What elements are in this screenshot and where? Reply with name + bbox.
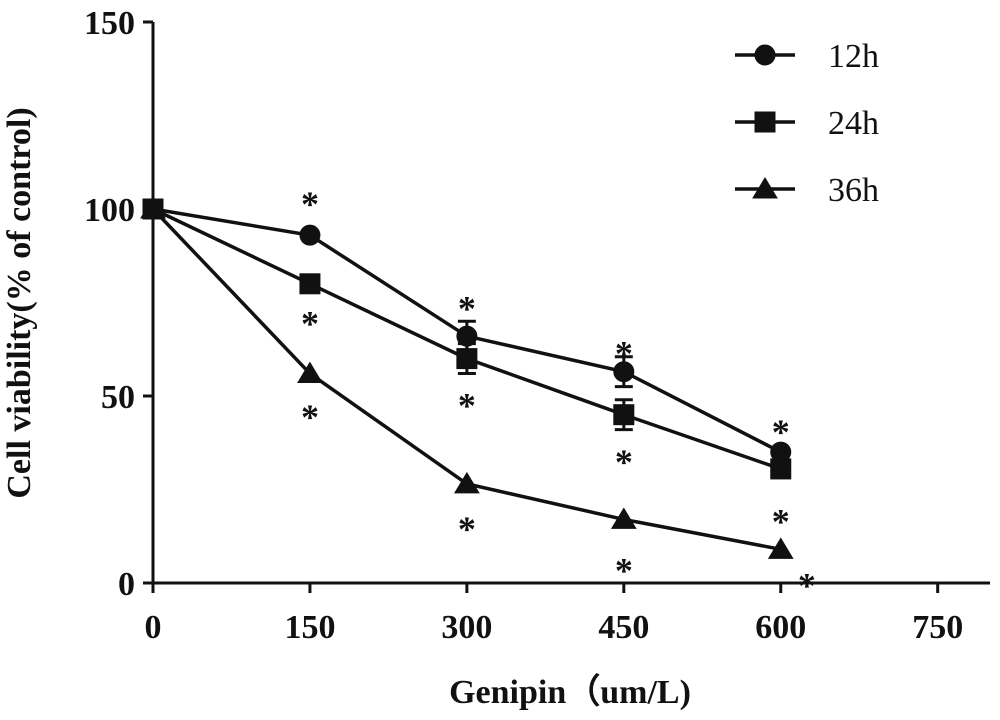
legend-label: 36h: [828, 172, 879, 209]
data-point-24h: [456, 348, 478, 370]
series-line-36h: [151, 207, 782, 552]
legend-entry-12h: 12h: [735, 38, 879, 75]
x-axis-title: Genipin（um/L): [449, 672, 691, 711]
significance-star: *: [301, 303, 319, 343]
y-tick-label: 0: [118, 566, 135, 603]
data-point-36h: [453, 471, 480, 494]
significance-star: *: [615, 550, 633, 590]
legend-marker-24h: [754, 111, 776, 133]
legend-label: 24h: [828, 105, 879, 142]
series-36h: [140, 197, 794, 559]
series-layer: [140, 197, 794, 559]
data-point-24h: [770, 458, 792, 480]
legend-marker-12h: [754, 44, 776, 66]
data-point-36h: [767, 537, 794, 559]
significance-star: *: [772, 412, 790, 452]
legend-marker-36h: [752, 177, 778, 199]
x-tick-label: 150: [284, 609, 335, 646]
y-tick-label: 100: [84, 192, 135, 229]
significance-star: *: [615, 442, 633, 482]
legend-entry-24h: 24h: [735, 105, 879, 142]
axes: 0 150 300 450 600 750 0 50 100 150: [84, 5, 990, 646]
significance-star: *: [301, 397, 319, 437]
x-tick-label: 450: [598, 609, 649, 646]
x-tick-label: 0: [145, 609, 162, 646]
significance-star: *: [301, 184, 319, 224]
data-point-36h: [140, 197, 166, 219]
significance-star: *: [798, 565, 816, 605]
legend: 12h 24h 36h: [735, 38, 879, 209]
significance-star: *: [458, 386, 476, 426]
significance-star: *: [772, 502, 790, 542]
y-axis-title: Cell viability(% of control): [1, 107, 38, 498]
legend-label: 12h: [828, 38, 879, 75]
data-point-36h: [297, 361, 323, 384]
x-tick-label: 600: [755, 609, 806, 646]
significance-star: *: [458, 289, 476, 329]
legend-entry-36h: 36h: [735, 172, 879, 209]
data-point-36h: [610, 507, 637, 529]
y-tick-label: 50: [101, 379, 135, 416]
y-tick-label: 150: [84, 5, 135, 42]
data-point-12h: [613, 361, 635, 383]
annotation-layer: ************: [301, 184, 816, 605]
significance-star: *: [458, 509, 476, 549]
data-point-24h: [613, 404, 635, 426]
x-tick-label: 300: [441, 609, 492, 646]
data-point-24h: [299, 273, 321, 295]
significance-star: *: [615, 333, 633, 373]
x-tick-label: 750: [912, 609, 963, 646]
data-point-12h: [299, 224, 321, 246]
